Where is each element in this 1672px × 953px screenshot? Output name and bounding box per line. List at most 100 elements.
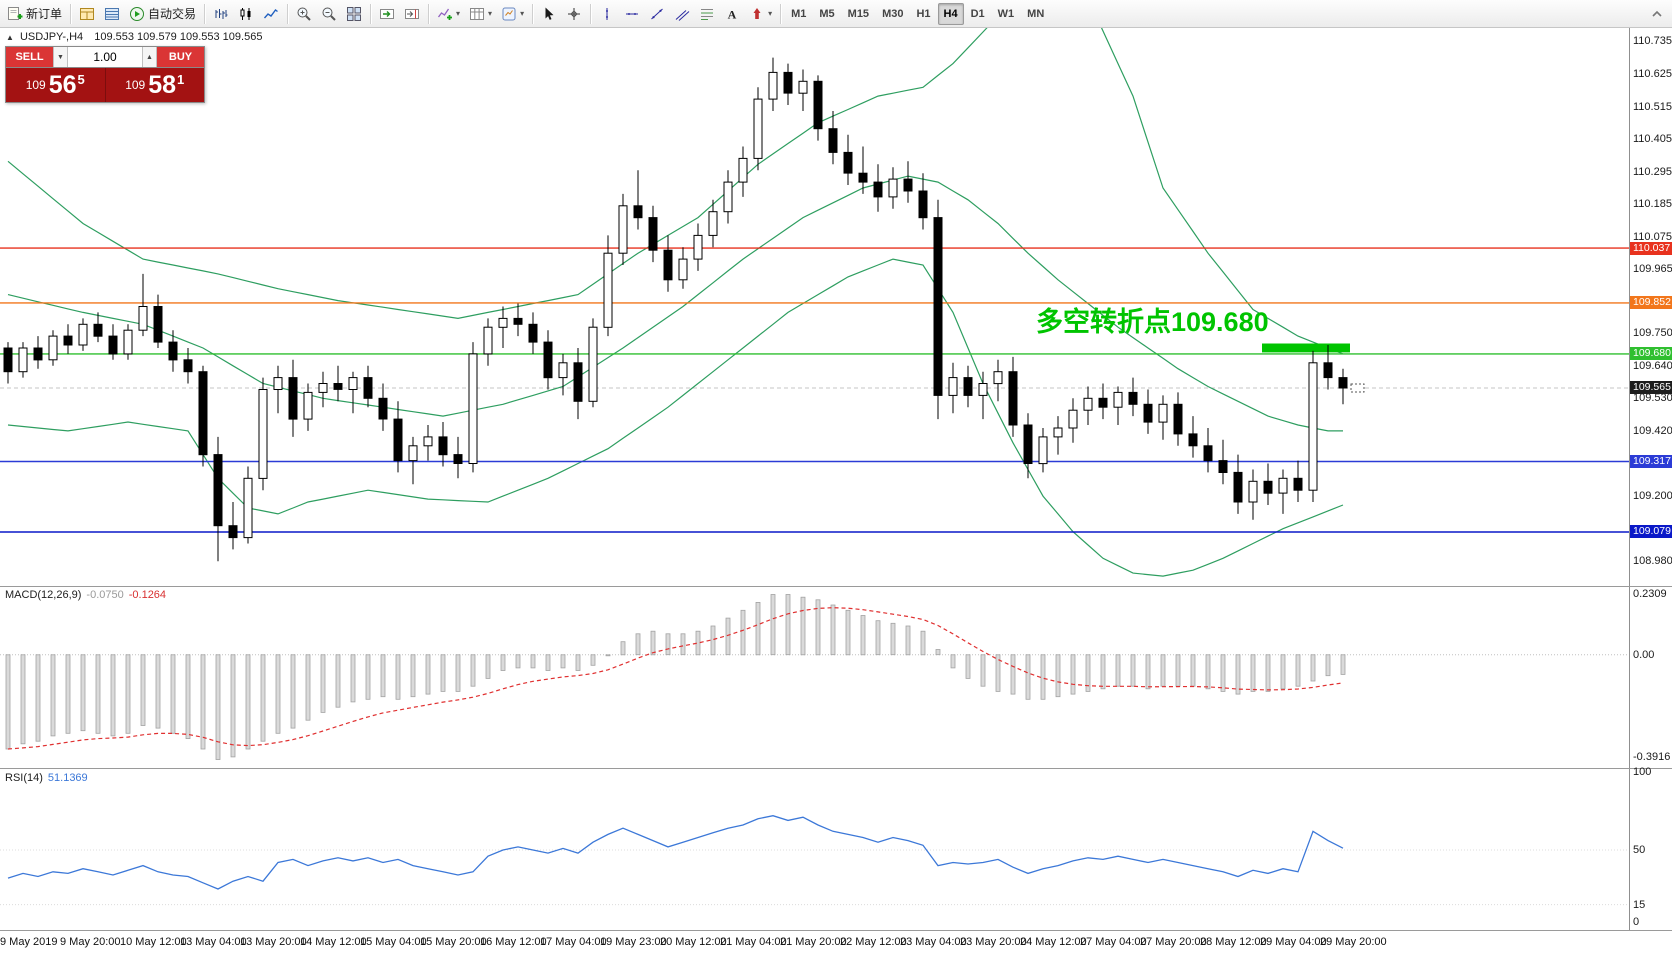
pivot-annotation-text[interactable]: 多空转折点109.680	[1036, 307, 1269, 337]
tf-m30-button[interactable]: M30	[882, 7, 904, 20]
play-icon	[130, 6, 145, 21]
channel-icon	[675, 9, 690, 21]
time-tick: 17 May 04:00	[540, 936, 607, 948]
price-axis-separator	[1629, 28, 1630, 930]
auto-trading-label: 自动交易	[148, 7, 197, 21]
auto-scroll-icon	[380, 8, 395, 19]
auto-scroll-button[interactable]	[375, 3, 399, 25]
toolbar-separator	[428, 3, 430, 24]
chart-shift-button[interactable]	[400, 3, 424, 25]
time-tick: 15 May 20:00	[420, 936, 487, 948]
price-tick: 110.295	[1633, 166, 1672, 178]
time-tick: 24 May 12:00	[1020, 936, 1087, 948]
toolbar-separator	[70, 3, 72, 24]
tf-w1-button[interactable]: W1	[997, 7, 1015, 20]
svg-text:A: A	[728, 7, 737, 21]
volume-decrease-button[interactable]: ▼	[53, 47, 68, 67]
new-order-button[interactable]: 新订单	[3, 3, 66, 25]
indicators-button[interactable]: ▾	[433, 3, 464, 25]
text-button[interactable]: A	[720, 3, 744, 25]
rsi-panel-splitter[interactable]	[0, 768, 1672, 769]
rsi-axis-tick: 0	[1633, 916, 1640, 928]
candles	[3, 57, 1348, 562]
ohlc-values: 109.553 109.579 109.553 109.565	[94, 31, 263, 43]
price-axis[interactable]: 110.735 110.625 110.515 110.405 110.295 110.1…	[1630, 0, 1672, 953]
price-tick: 110.625	[1633, 68, 1672, 80]
sell-button[interactable]: SELL	[6, 47, 53, 67]
tile-windows-button[interactable]	[342, 3, 366, 25]
time-tick: 10 May 12:00	[120, 936, 187, 948]
price-tick: 109.530	[1633, 392, 1672, 404]
macd-main-value: -0.0750	[86, 589, 124, 601]
pivot-highlight-box[interactable]	[1262, 343, 1350, 353]
price-tick: 110.515	[1633, 101, 1672, 113]
tf-m15-button[interactable]: M15	[847, 7, 870, 20]
time-tick: 15 May 04:00	[360, 936, 427, 948]
macd-signal-line	[7, 607, 1344, 750]
rsi-axis-tick: 50	[1633, 844, 1646, 856]
trendline-button[interactable]	[645, 3, 669, 25]
horizontal-line-button[interactable]	[620, 3, 644, 25]
price-tick: 108.980	[1633, 555, 1672, 567]
fibonacci-button[interactable]	[695, 3, 719, 25]
zoom-in-button[interactable]	[292, 3, 316, 25]
arrows-button[interactable]: ▾	[745, 3, 776, 25]
volume-increase-button[interactable]: ▲	[142, 47, 157, 67]
toolbar: 新订单 自动交易 ▾ ▾ ▾ A ▾ M1 M5 M15 M30 H1 H4 D1 W1 MN	[0, 0, 1672, 28]
tf-m5-button[interactable]: M5	[819, 7, 835, 20]
toolbar-separator	[532, 3, 534, 24]
time-tick: 21 May 04:00	[720, 936, 787, 948]
zoom-out-button[interactable]	[317, 3, 341, 25]
time-tick: 28 May 12:00	[1200, 936, 1267, 948]
chart-title: ▲ USDJPY-,H4 109.553 109.579 109.553 109…	[6, 31, 262, 43]
bollinger-upper-band	[7, 0, 1344, 355]
new-order-icon	[8, 6, 23, 20]
price-tick: 109.200	[1633, 490, 1672, 502]
sell-price-display[interactable]: 109 56 5	[6, 68, 106, 102]
toolbar-separator	[780, 3, 782, 24]
crosshair-button[interactable]	[562, 3, 586, 25]
periods-button[interactable]: ▾	[465, 3, 496, 25]
macd-panel-splitter[interactable]	[0, 586, 1672, 587]
time-axis-separator	[0, 930, 1672, 931]
tf-h1-button[interactable]: H1	[916, 7, 931, 20]
candlestick-chart-button[interactable]	[234, 3, 258, 25]
price-badge: 109.680	[1630, 347, 1672, 360]
zoom-in-icon	[297, 7, 311, 21]
equidistant-channel-button[interactable]	[670, 3, 694, 25]
time-tick: 9 May 20:00	[60, 936, 121, 948]
time-axis[interactable]: 9 May 2019 9 May 20:00 10 May 12:00 13 May …	[0, 932, 1630, 953]
bars-icon	[215, 8, 228, 19]
vertical-line-button[interactable]	[595, 3, 619, 25]
data-window-button[interactable]	[100, 3, 124, 25]
market-watch-button[interactable]	[75, 3, 99, 25]
tile-icon	[347, 6, 362, 21]
price-badge: 109.565	[1630, 381, 1672, 394]
tf-m1-button[interactable]: M1	[791, 7, 807, 20]
toolbar-separator	[370, 3, 372, 24]
price-badge: 110.037	[1630, 242, 1672, 255]
rsi-indicator-label: RSI(14) 51.1369	[5, 772, 88, 784]
cursor-icon	[545, 7, 554, 20]
buy-button[interactable]: BUY	[157, 47, 204, 67]
tf-d1-button[interactable]: D1	[970, 7, 985, 20]
time-tick: 22 May 12:00	[840, 936, 907, 948]
line-chart-button[interactable]	[259, 3, 283, 25]
volume-input[interactable]	[68, 47, 142, 67]
bar-chart-button[interactable]	[209, 3, 233, 25]
tf-mn-button[interactable]: MN	[1027, 7, 1045, 20]
toolbar-separator	[204, 3, 206, 24]
toolbar-collapse-button[interactable]	[1645, 3, 1669, 25]
buy-price-display[interactable]: 109 58 1	[105, 68, 204, 102]
auto-trading-button[interactable]: 自动交易	[125, 3, 200, 25]
tf-h4-button[interactable]: H4	[937, 2, 964, 25]
dropdown-caret-icon: ▾	[768, 9, 773, 18]
time-tick: 21 May 20:00	[780, 936, 847, 948]
cursor-button[interactable]	[537, 3, 561, 25]
rsi-line	[7, 815, 1344, 890]
templates-button[interactable]: ▾	[497, 3, 528, 25]
time-tick: 14 May 12:00	[300, 936, 367, 948]
chevron-up-icon	[1652, 10, 1662, 17]
